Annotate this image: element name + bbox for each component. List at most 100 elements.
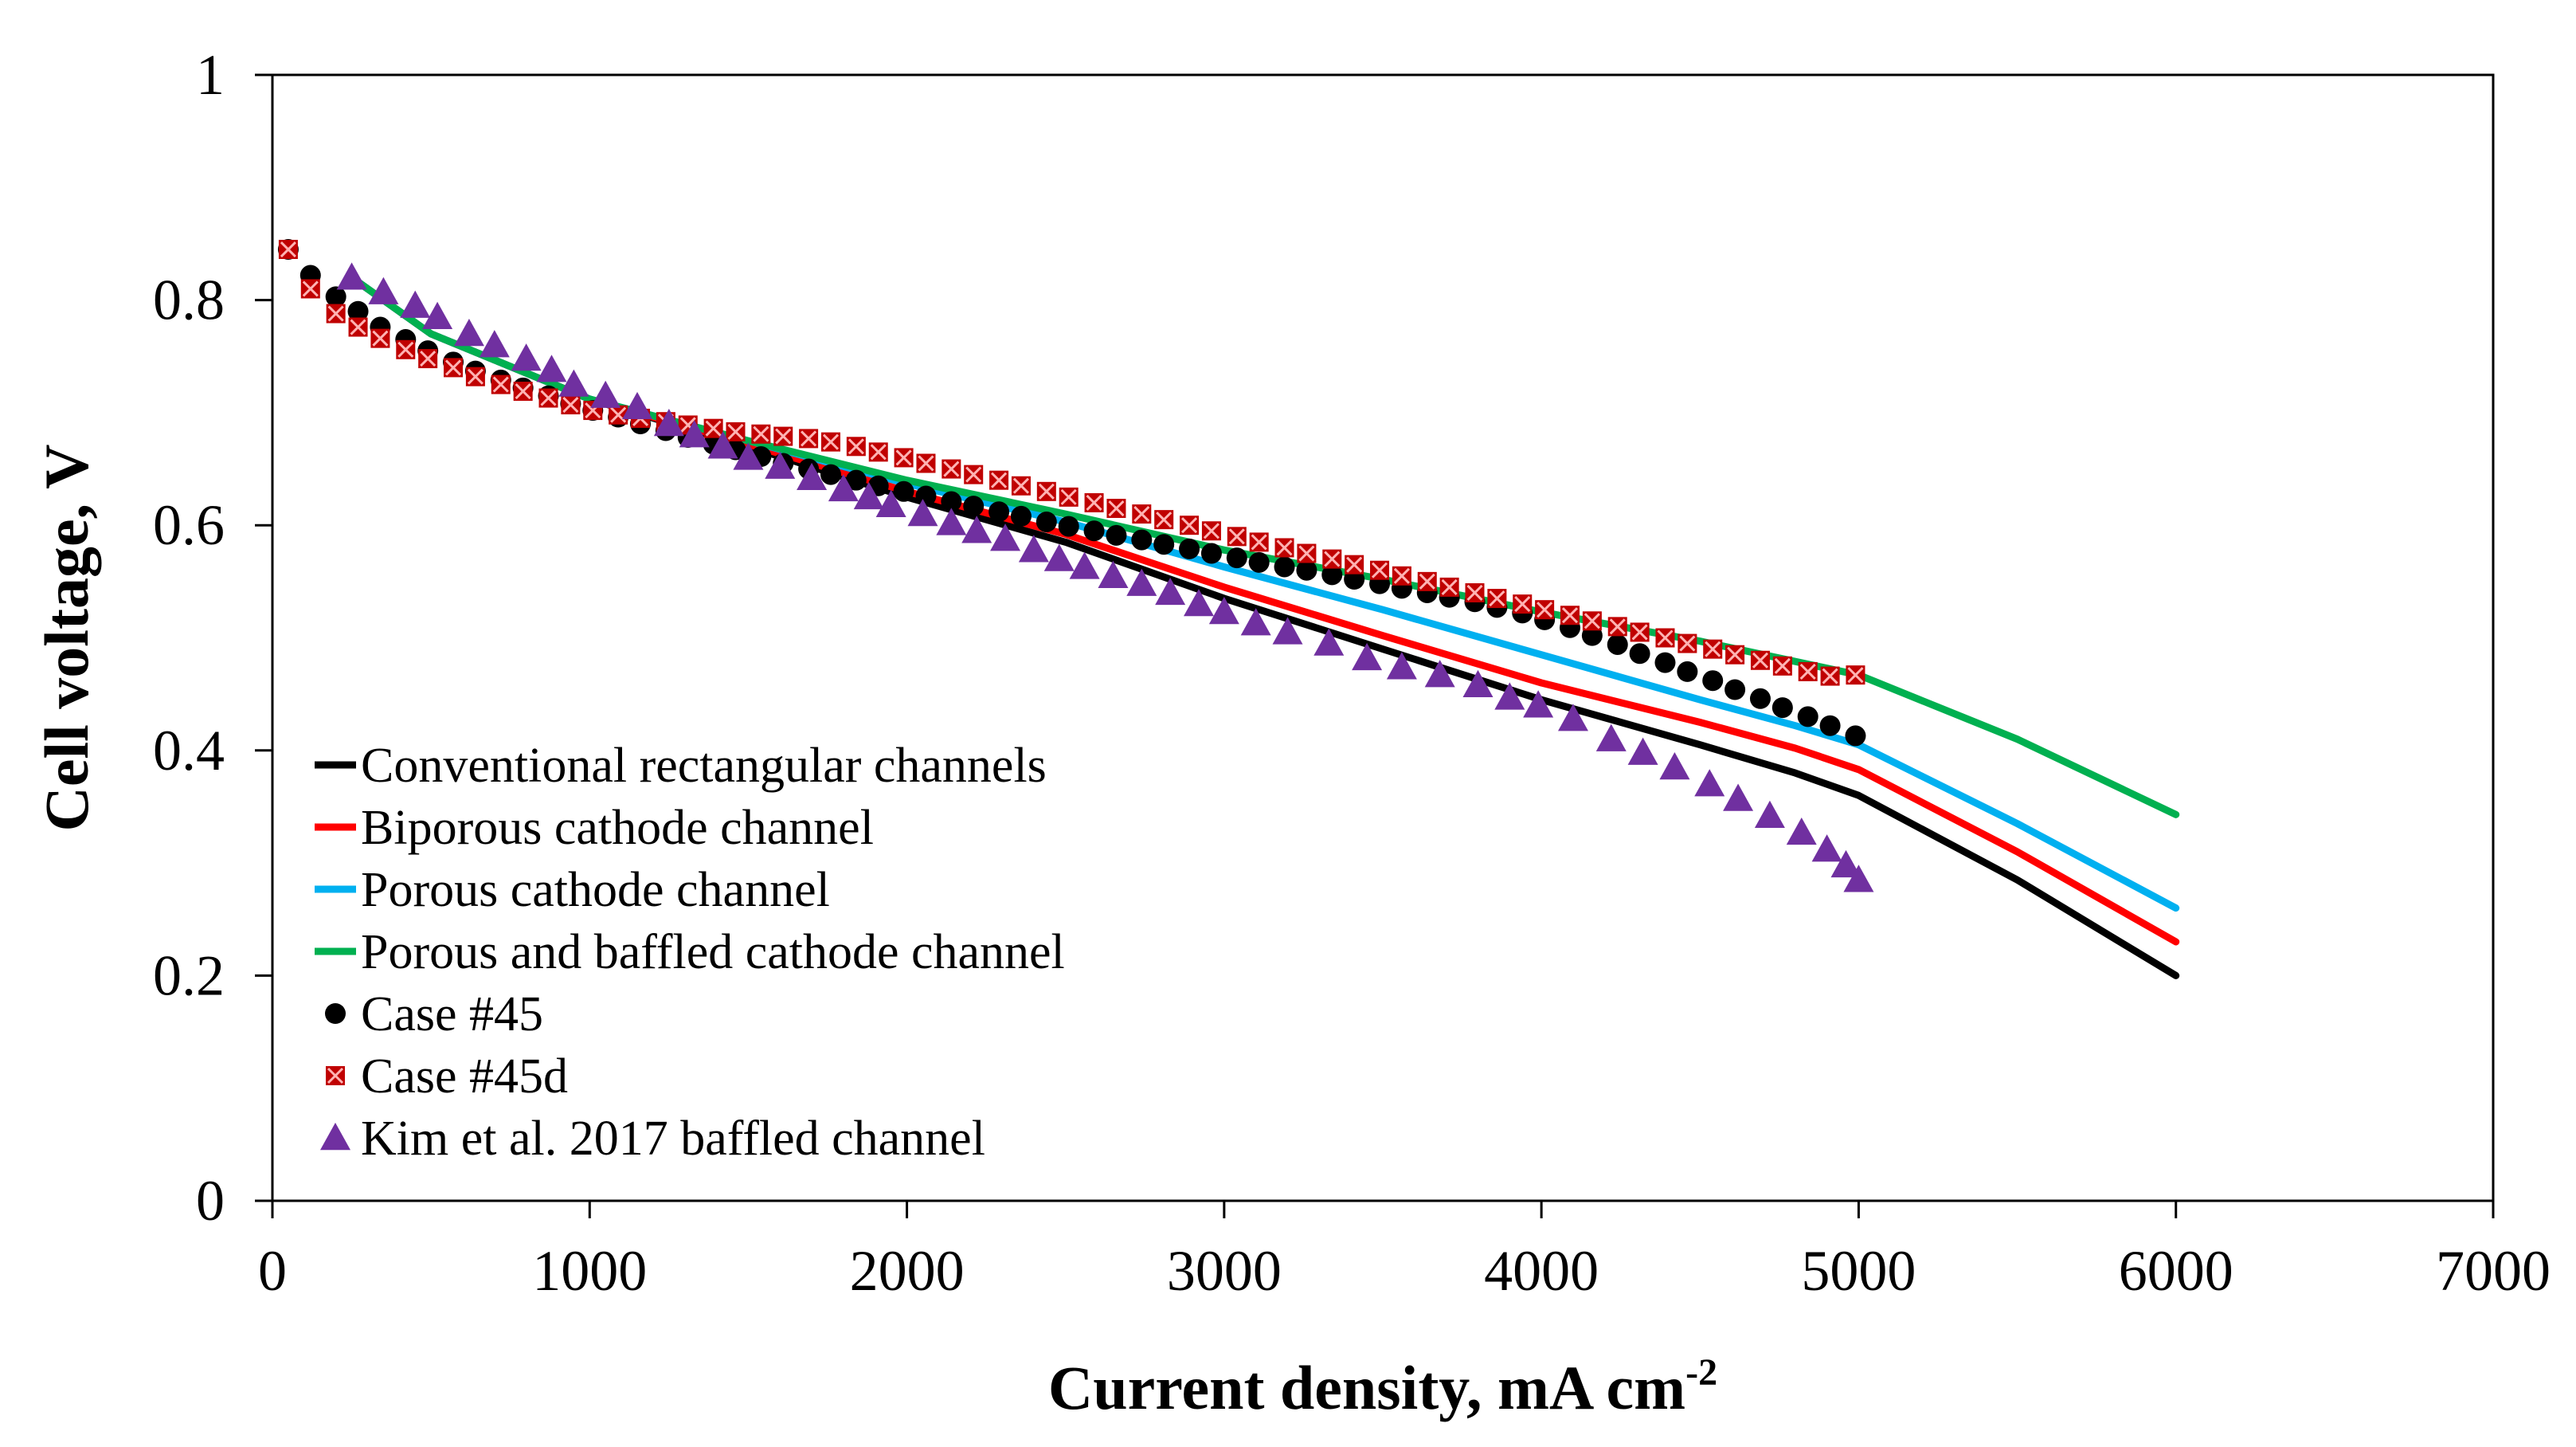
data-point-kim-et-al-2017-baffled-channel bbox=[936, 508, 967, 535]
data-point-case-45d bbox=[1750, 650, 1770, 670]
data-point-kim-et-al-2017-baffled-channel bbox=[1352, 642, 1383, 671]
legend-label-porous-cathode-channel: Porous cathode channel bbox=[361, 863, 830, 917]
data-point-case-45 bbox=[1083, 520, 1105, 542]
data-point-case-45 bbox=[963, 496, 985, 517]
data-point-case-45d bbox=[1513, 594, 1533, 614]
data-point-kim-et-al-2017-baffled-channel bbox=[1386, 652, 1417, 680]
data-point-case-45d bbox=[1820, 666, 1840, 686]
data-point-case-45d bbox=[916, 453, 936, 473]
data-point-case-45d bbox=[1201, 521, 1221, 541]
data-point-kim-et-al-2017-baffled-channel bbox=[1523, 690, 1554, 718]
data-point-kim-et-al-2017-baffled-channel bbox=[1069, 551, 1100, 579]
data-point-kim-et-al-2017-baffled-channel bbox=[1272, 617, 1303, 645]
data-point-case-45d bbox=[989, 470, 1009, 490]
x-axis-title: Current density, mA cm-2 bbox=[1048, 1351, 1717, 1422]
data-point-case-45d bbox=[1154, 510, 1174, 530]
y-tick-label: 0.8 bbox=[153, 269, 225, 332]
data-point-case-45d bbox=[1487, 589, 1507, 609]
data-point-kim-et-al-2017-baffled-channel bbox=[1659, 751, 1690, 780]
x-axis-ticks: 0 1000 2000 3000 4000 5000 6000 7000 bbox=[258, 1201, 2551, 1303]
data-point-kim-et-al-2017-baffled-channel bbox=[1155, 577, 1186, 606]
data-point-case-45d bbox=[1227, 527, 1247, 547]
data-point-case-45d bbox=[1439, 577, 1459, 597]
x-tick-label: 7000 bbox=[2436, 1239, 2551, 1303]
data-point-kim-et-al-2017-baffled-channel bbox=[368, 276, 399, 304]
data-point-kim-et-al-2017-baffled-channel bbox=[422, 301, 453, 329]
data-point-kim-et-al-2017-baffled-channel bbox=[400, 290, 431, 318]
data-point-case-45d bbox=[1655, 628, 1675, 648]
data-point-case-45d bbox=[278, 240, 298, 260]
data-point-case-45d bbox=[942, 459, 961, 479]
data-point-case-45d bbox=[396, 339, 416, 359]
x-axis-title-superscript: -2 bbox=[1685, 1351, 1717, 1394]
data-point-case-45d bbox=[1297, 543, 1317, 563]
y-tick-label: 1 bbox=[196, 43, 225, 107]
data-point-case-45 bbox=[989, 501, 1010, 523]
data-point-case-45 bbox=[1106, 524, 1127, 546]
data-point-case-45d bbox=[1084, 492, 1104, 512]
x-tick-label: 4000 bbox=[1484, 1239, 1599, 1303]
data-point-case-45d bbox=[444, 358, 464, 378]
legend-label-kim-et-al-2017-baffled-channel: Kim et al. 2017 baffled channel bbox=[361, 1112, 985, 1166]
data-point-case-45d bbox=[1011, 476, 1031, 496]
data-point-case-45d bbox=[348, 317, 368, 337]
data-point-kim-et-al-2017-baffled-channel bbox=[1043, 543, 1075, 571]
data-point-kim-et-al-2017-baffled-channel bbox=[733, 442, 764, 470]
data-point-case-45d bbox=[1322, 549, 1342, 569]
series-markers-case-45d bbox=[278, 240, 1865, 686]
data-point-case-45 bbox=[1819, 715, 1841, 736]
data-point-case-45 bbox=[1845, 725, 1866, 747]
axes bbox=[271, 73, 2495, 1202]
y-axis-title: Cell voltage, V bbox=[32, 445, 101, 832]
data-point-case-45 bbox=[1035, 511, 1057, 532]
data-point-kim-et-al-2017-baffled-channel bbox=[1595, 724, 1627, 751]
data-point-case-45d bbox=[726, 422, 746, 441]
data-point-kim-et-al-2017-baffled-channel bbox=[511, 343, 542, 371]
data-point-case-45 bbox=[1274, 556, 1295, 578]
data-point-case-45d bbox=[1106, 499, 1126, 519]
x-tick-label: 0 bbox=[258, 1239, 287, 1303]
data-point-case-45d bbox=[1798, 661, 1818, 681]
data-point-case-45d bbox=[964, 465, 984, 484]
legend: Conventional rectangular channels Biporou… bbox=[315, 739, 1065, 1166]
data-point-kim-et-al-2017-baffled-channel bbox=[1694, 769, 1725, 797]
data-point-kim-et-al-2017-baffled-channel bbox=[1313, 628, 1345, 656]
data-point-kim-et-al-2017-baffled-channel bbox=[1754, 800, 1785, 828]
data-point-case-45d bbox=[1630, 622, 1650, 642]
series-markers-kim-et-al-2017-baffled-channel bbox=[336, 262, 1874, 892]
data-point-case-45d bbox=[513, 382, 533, 402]
legend-swatch-kim-et-al-2017-baffled-channel bbox=[320, 1123, 350, 1151]
data-point-case-45 bbox=[1702, 670, 1724, 692]
x-axis-title-text: Current density, mA cm bbox=[1048, 1353, 1685, 1422]
data-point-case-45 bbox=[1654, 652, 1676, 673]
data-point-kim-et-al-2017-baffled-channel bbox=[875, 489, 906, 517]
data-point-kim-et-al-2017-baffled-channel bbox=[797, 462, 828, 491]
data-point-kim-et-al-2017-baffled-channel bbox=[336, 262, 367, 290]
data-point-case-45d bbox=[1772, 656, 1792, 676]
data-point-case-45d bbox=[868, 442, 888, 462]
data-point-kim-et-al-2017-baffled-channel bbox=[1098, 560, 1129, 588]
data-point-kim-et-al-2017-baffled-channel bbox=[622, 391, 653, 420]
data-point-case-45d bbox=[1725, 645, 1745, 665]
data-point-case-45 bbox=[941, 491, 962, 512]
data-point-case-45d bbox=[1582, 611, 1602, 631]
data-point-case-45 bbox=[1226, 547, 1247, 569]
data-point-case-45d bbox=[491, 374, 511, 394]
data-point-kim-et-al-2017-baffled-channel bbox=[1424, 660, 1455, 688]
x-tick-label: 6000 bbox=[2119, 1239, 2233, 1303]
data-point-case-45d bbox=[465, 367, 485, 386]
data-point-case-45 bbox=[1010, 505, 1032, 527]
legend-swatch-case-45d bbox=[326, 1066, 345, 1085]
data-point-case-45 bbox=[1725, 679, 1746, 700]
data-point-kim-et-al-2017-baffled-channel bbox=[1786, 817, 1817, 845]
data-point-case-45d bbox=[799, 429, 819, 449]
data-point-case-45 bbox=[1749, 688, 1771, 709]
legend-label-case-45: Case #45 bbox=[361, 987, 543, 1041]
data-point-case-45d bbox=[1560, 606, 1580, 625]
data-point-kim-et-al-2017-baffled-channel bbox=[558, 369, 589, 397]
data-point-kim-et-al-2017-baffled-channel bbox=[1126, 568, 1157, 596]
data-point-kim-et-al-2017-baffled-channel bbox=[907, 499, 938, 527]
data-point-case-45d bbox=[1132, 504, 1152, 524]
legend-label-conventional-rectangular-channels: Conventional rectangular channels bbox=[361, 739, 1047, 793]
